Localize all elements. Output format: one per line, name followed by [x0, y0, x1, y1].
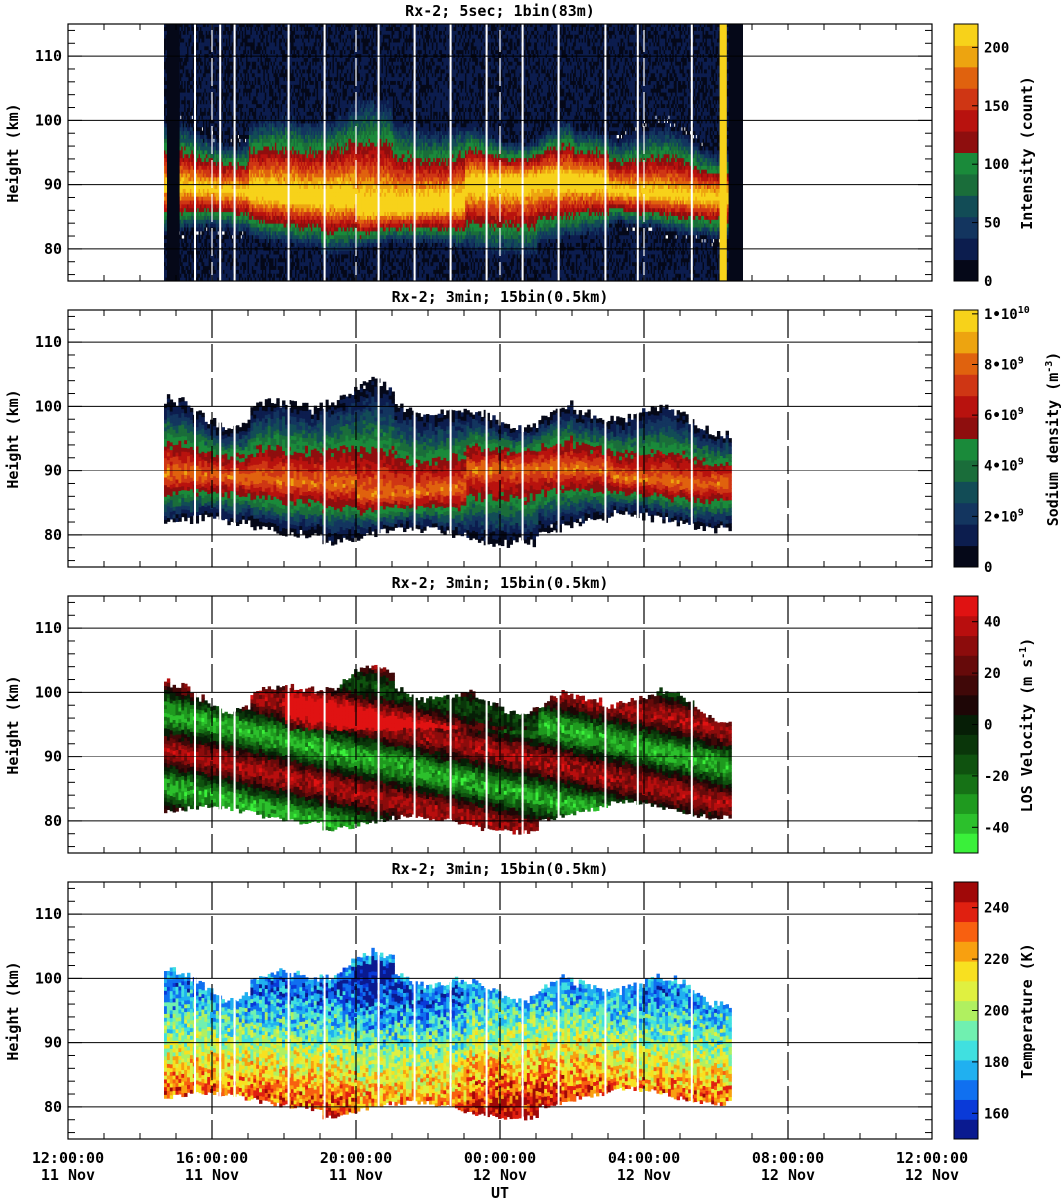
data-cell: [190, 115, 192, 119]
data-cell: [217, 135, 219, 139]
data-cell: [199, 231, 201, 235]
panel-title: Rx-2; 5sec; 1bin(83m): [405, 2, 595, 20]
data-cell: [204, 227, 206, 231]
data-cell: [180, 235, 182, 239]
plot-area: [164, 23, 743, 282]
data-cell: [200, 127, 202, 131]
lidar-figure: Rx-2; 5sec; 1bin(83m) 8090100110 Height …: [0, 0, 1062, 1200]
data-cell: [216, 231, 218, 235]
